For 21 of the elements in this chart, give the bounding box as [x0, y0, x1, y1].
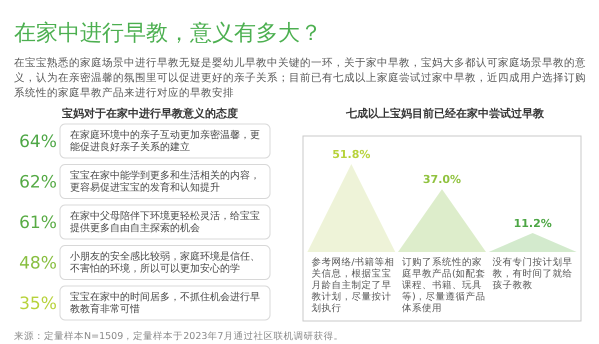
text: 七成以上宝妈目前已经在家中尝试过早教	[345, 107, 545, 120]
category-label: 在家中父母陪伴下环境更轻松灵活，给宝宝提供更多自由自主探索的机会	[70, 210, 260, 234]
data-label: 51.8%	[332, 148, 370, 161]
source-note: 来源：定量样本N=1509，定量样本于2023年7月通过社区联机调研获得。	[14, 330, 344, 342]
data-label: 11.2%	[514, 216, 552, 230]
data-label: 62%	[19, 172, 57, 192]
category-label: 参考网络/书籍等相关信息，根据宝宝月龄自主制定了早教计划，尽量按计划执行	[311, 256, 395, 314]
data-label: 64%	[19, 132, 57, 152]
category-label: 宝宝在家中能学到更多和生活相关的内容，更容易促进宝宝的发育和认知提升	[70, 170, 260, 194]
data-label: 61%	[19, 213, 57, 233]
category-label: 订购了系统性的家庭早教产品(如配套课程、书籍、玩具等)，尽量遵循产品体系使用	[402, 256, 486, 314]
category-label: 在家庭环境中的亲子互动更加亲密温馨，更能促进良好亲子关系的建立	[70, 129, 260, 153]
data-label: 35%	[19, 294, 57, 314]
category-label: 小朋友的安全感比较弱，家庭环境是信任、不害怕的环境，所以可以更加安心的学	[70, 250, 260, 274]
data-label: 37.0%	[422, 173, 462, 186]
text: 在宝宝熟悉的家庭场景中进行早教无疑是婴幼儿早教中关键的一环，关于家中早教，宝妈大多都认可家庭场景早教的意义，认为在亲密温馨的氛围里可以促进更好的亲子关系；目前已有七成以上家庭尝试过家中早教，近四成用户选择订购系统性的家庭早教产品来进行对应的早教安排	[14, 56, 586, 99]
category-label: 没有专门按计划早教，有时间了就给孩子教教	[492, 256, 573, 291]
text: 在家中进行早教，意义有多大？	[14, 21, 322, 46]
category-label: 宝宝在家中的时间居多，不抓住机会进行早教教育非常可惜	[70, 291, 260, 315]
text: 宝妈对于在家中进行早教意义的态度	[62, 107, 238, 120]
data-label: 48%	[19, 254, 57, 274]
